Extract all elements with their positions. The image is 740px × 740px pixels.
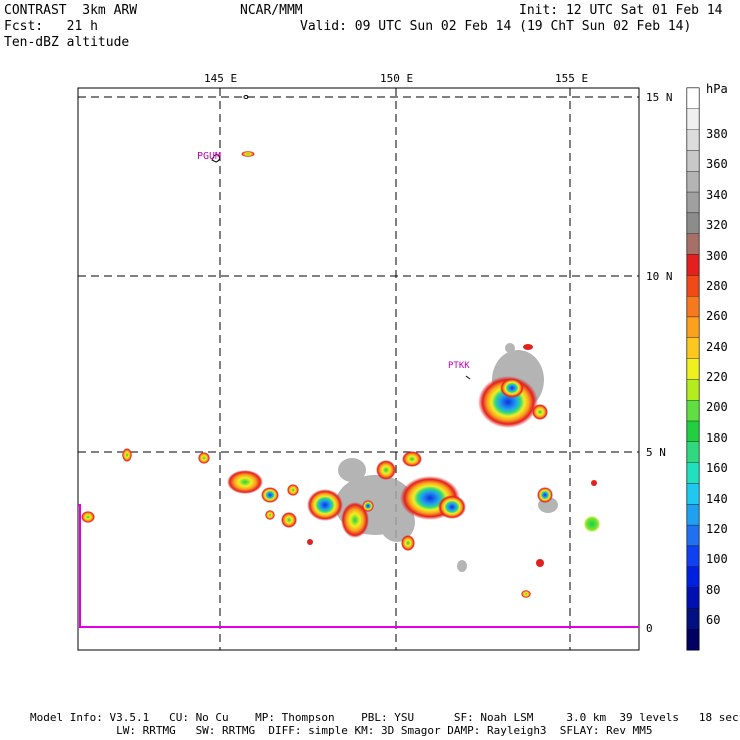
colorbar-box	[686, 504, 700, 526]
colorbar-label: 380	[706, 127, 728, 141]
colorbar-unit: hPa	[706, 82, 728, 96]
island-outline	[243, 95, 249, 99]
colorbar-box	[686, 150, 700, 172]
lat-lon-grid	[78, 88, 639, 650]
colorbar-label: 100	[706, 552, 728, 567]
model-info-line1: Model Info: V3.5.1 CU: No Cu MP: Thompso…	[30, 711, 739, 724]
colorbar-box	[686, 233, 700, 255]
ptkk-marker	[465, 375, 471, 380]
colorbar-box	[686, 254, 700, 276]
lat-label-10n: 10 N	[646, 270, 673, 283]
colorbar-box	[686, 441, 700, 463]
lon-label-145: 145 E	[204, 72, 238, 85]
forecast-hour: Fcst: 21 h	[4, 19, 98, 34]
colorbar-label: 140	[706, 491, 728, 506]
colorbar-box	[686, 462, 700, 484]
colorbar-box	[686, 524, 700, 547]
colorbar-box	[686, 316, 700, 338]
colorbar-box	[686, 483, 700, 505]
lat-label-0: 0	[646, 622, 653, 635]
colorbar-box	[686, 129, 700, 151]
colorbar-label: 180	[706, 430, 728, 445]
valid-time: Valid: 09 UTC Sun 02 Feb 14 (19 ChT Sun …	[300, 19, 692, 34]
lon-label-155: 155 E	[555, 72, 589, 85]
colorbar-label: 300	[706, 248, 728, 263]
colorbar-box	[686, 566, 700, 588]
colorbar-label: 200	[706, 400, 728, 415]
station-label-pgum: PGUM	[197, 151, 222, 162]
model-info-line2: LW: RRTMG SW: RRTMG DIFF: simple KM: 3D …	[30, 724, 653, 737]
colorbar-box	[686, 87, 700, 109]
colorbar-box	[686, 212, 700, 234]
init-time: Init: 12 UTC Sat 01 Feb 14	[519, 3, 723, 18]
colorbar-box	[686, 379, 700, 401]
colorbar-box	[686, 191, 700, 214]
colorbar-label: 320	[706, 218, 728, 233]
colorbar-boxes	[686, 87, 700, 651]
colorbar-box	[686, 275, 700, 297]
colorbar-label: 340	[706, 187, 728, 202]
colorbar-label: 360	[706, 157, 728, 172]
lat-label-15n: 15 N	[646, 91, 673, 104]
organization: NCAR/MMM	[240, 3, 303, 18]
colorbar-box	[686, 608, 700, 630]
lat-label-5n: 5 N	[646, 446, 666, 459]
colorbar-box	[686, 400, 700, 422]
colorbar-box	[686, 587, 700, 609]
colorbar-box	[686, 108, 700, 130]
colorbar-label: 60	[706, 613, 721, 627]
colorbar-box	[686, 420, 700, 443]
colorbar-box	[686, 545, 700, 567]
colorbar-box	[686, 295, 700, 318]
domain-boundary	[78, 504, 639, 628]
colorbar-label: 120	[706, 521, 728, 536]
colorbar-label: 160	[706, 461, 728, 476]
guam-coastline	[211, 154, 221, 163]
field-name: Ten-dBZ altitude	[4, 35, 130, 50]
colorbar-box	[686, 629, 700, 651]
colorbar-label: 260	[706, 309, 728, 324]
colorbar-label: 220	[706, 370, 728, 384]
colorbar-box	[686, 337, 700, 359]
colorbar-box	[686, 358, 700, 380]
station-label-ptkk: PTKK	[448, 361, 470, 371]
storm-cells	[81, 151, 600, 598]
lon-label-150: 150 E	[380, 72, 414, 85]
colorbar-label: 240	[706, 339, 728, 354]
colorbar-label: 80	[706, 582, 721, 597]
model-title: CONTRAST 3km ARW	[4, 3, 138, 18]
colorbar-box	[686, 171, 700, 193]
colorbar-label: 280	[706, 278, 728, 293]
